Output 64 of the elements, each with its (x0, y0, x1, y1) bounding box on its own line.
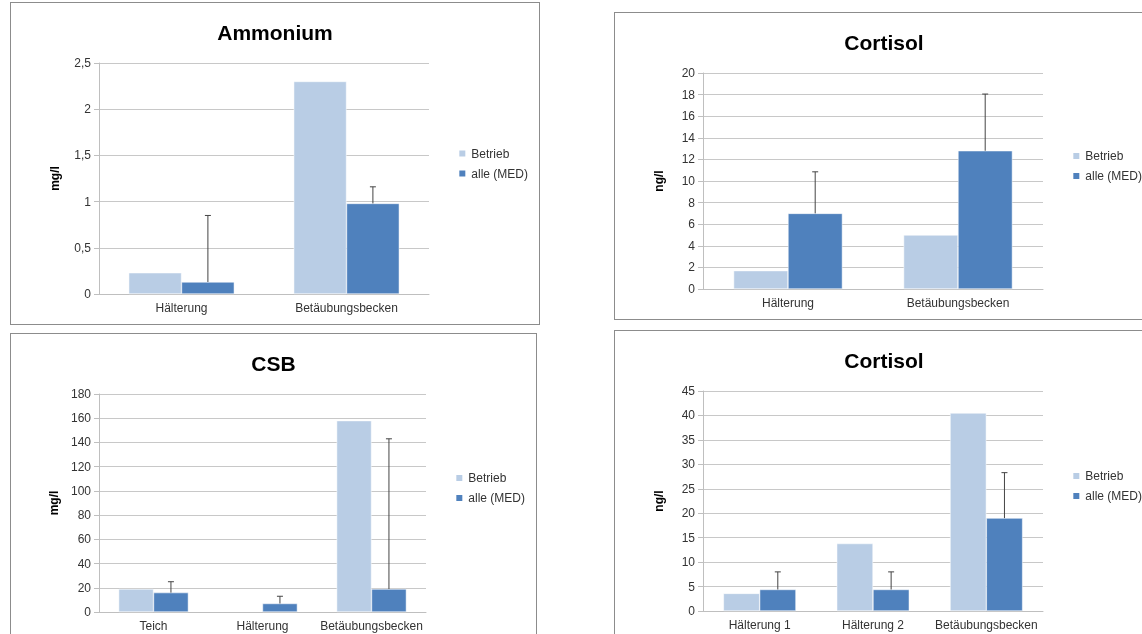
chart-title: Cortisol (844, 31, 924, 54)
legend-label: alle (MED) (468, 491, 525, 505)
y-tick-label: 0 (688, 282, 696, 296)
y-tick-label: 35 (681, 432, 696, 447)
y-tick-label: 0 (688, 604, 696, 618)
y-tick-label: 10 (681, 555, 696, 570)
y-axis-title: mg/l (47, 490, 62, 516)
y-tick-label: 5 (688, 579, 696, 594)
y-tick-label: 1,5 (74, 148, 92, 163)
legend-label: alle (MED) (1085, 489, 1142, 503)
y-tick-label: 8 (688, 195, 696, 210)
y-tick-label: 15 (681, 530, 696, 545)
y-tick-label: 1 (84, 194, 92, 209)
y-tick-label: 80 (77, 508, 92, 523)
x-tick-label: Hälterung 1 (728, 618, 792, 632)
y-tick-label: 0 (84, 605, 92, 619)
x-tick-label: Teich (139, 619, 168, 633)
x-tick-label: Hälterung (236, 619, 289, 633)
y-tick-label: 4 (688, 238, 696, 253)
legend-label: Betrieb (1085, 149, 1124, 163)
legend-label: Betrieb (468, 471, 507, 485)
legend-label: alle (MED) (471, 166, 528, 181)
y-tick-label: 100 (70, 483, 92, 498)
y-tick-label: 20 (77, 580, 92, 595)
y-tick-label: 20 (681, 506, 696, 521)
x-tick-label: Hälterung (155, 301, 208, 315)
y-tick-label: 25 (681, 481, 696, 496)
chart-title: Ammonium (217, 21, 333, 44)
y-tick-label: 60 (77, 532, 92, 547)
bar (262, 603, 298, 612)
y-tick-label: 2,5 (74, 56, 92, 70)
y-tick-label: 40 (77, 556, 92, 571)
y-tick-label: 45 (681, 384, 696, 398)
y-tick-label: 40 (681, 408, 696, 423)
y-tick-label: 120 (70, 459, 92, 474)
legend-label: Betrieb (1085, 469, 1124, 483)
y-axis-title: ng/l (652, 170, 666, 192)
y-tick-label: 0 (84, 287, 92, 301)
y-axis-title: mg/l (48, 166, 62, 191)
y-tick-label: 30 (681, 457, 696, 472)
x-tick-label: Betäubungsbecken (906, 296, 1010, 310)
chart-title: CSB (251, 352, 296, 375)
x-tick-label: Betäubungsbecken (320, 619, 423, 633)
y-tick-label: 18 (681, 87, 696, 102)
x-tick-label: Hälterung 2 (841, 618, 905, 632)
y-tick-label: 6 (688, 217, 696, 232)
y-tick-label: 2 (688, 260, 696, 275)
legend-label: Betrieb (471, 146, 510, 161)
y-tick-label: 0,5 (74, 240, 92, 255)
x-tick-label: Hälterung (761, 296, 815, 310)
y-tick-label: 140 (70, 435, 92, 450)
x-tick-label: Betäubungsbecken (934, 618, 1038, 632)
legend-label: alle (MED) (1085, 169, 1142, 183)
y-tick-label: 160 (70, 411, 92, 426)
y-tick-label: 10 (681, 174, 696, 188)
y-tick-label: 20 (681, 66, 696, 80)
y-axis-title: ng/l (652, 490, 666, 512)
y-tick-label: 2 (84, 102, 92, 117)
y-tick-label: 180 (70, 387, 92, 401)
x-tick-label: Betäubungsbecken (295, 301, 398, 315)
chart-title: Cortisol (844, 349, 924, 372)
y-tick-label: 12 (681, 152, 696, 167)
y-tick-label: 16 (681, 109, 696, 124)
y-tick-label: 14 (681, 130, 696, 145)
